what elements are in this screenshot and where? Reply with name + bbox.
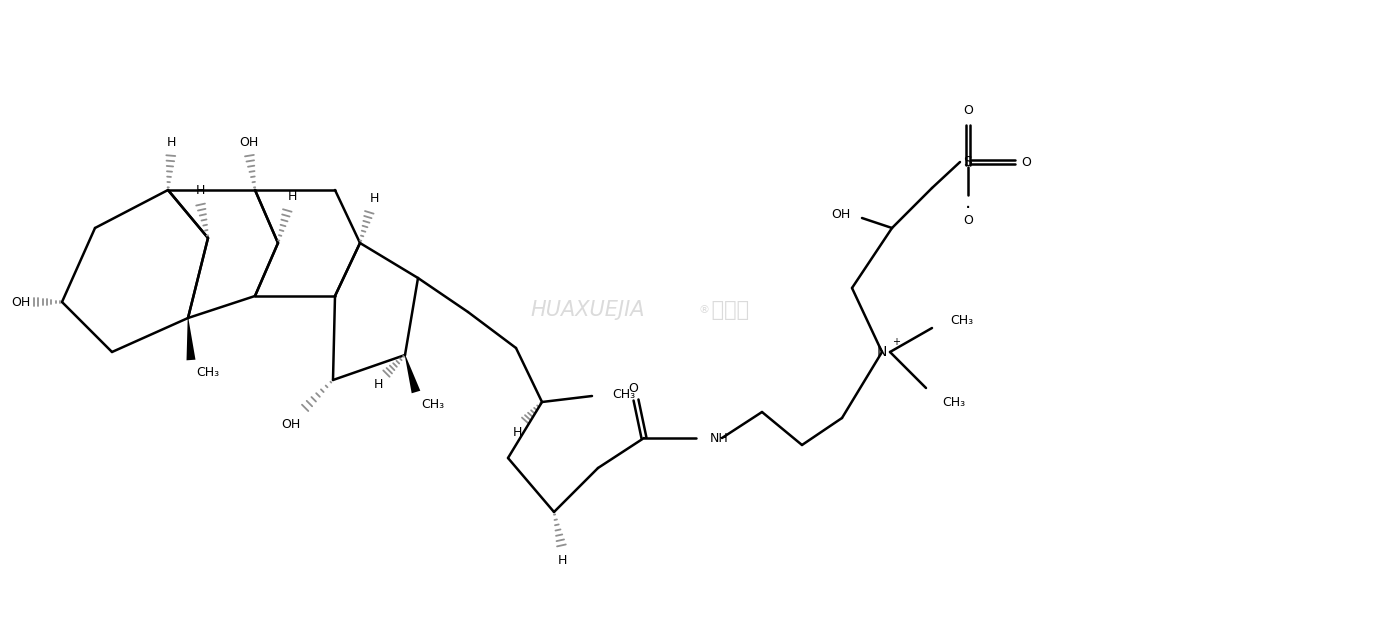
- Text: ®: ®: [698, 305, 710, 315]
- Text: CH₃: CH₃: [942, 396, 965, 409]
- Text: S: S: [963, 155, 973, 169]
- Text: OH: OH: [282, 417, 301, 431]
- Text: OH: OH: [240, 135, 259, 149]
- Text: OH: OH: [11, 296, 31, 308]
- Text: H: H: [513, 426, 521, 439]
- Text: O: O: [1020, 155, 1032, 168]
- Polygon shape: [404, 355, 421, 393]
- Text: ·: ·: [965, 198, 972, 218]
- Text: O: O: [629, 381, 638, 394]
- Text: O: O: [963, 104, 973, 117]
- Text: H: H: [166, 135, 176, 149]
- Text: H: H: [195, 185, 205, 198]
- Text: H: H: [287, 190, 297, 203]
- Text: CH₃: CH₃: [949, 314, 973, 328]
- Text: +: +: [892, 337, 901, 347]
- Text: CH₃: CH₃: [421, 399, 445, 411]
- Text: OH: OH: [831, 208, 850, 220]
- Text: HUAXUEJIA: HUAXUEJIA: [530, 300, 644, 320]
- Text: H: H: [374, 379, 383, 391]
- Text: H: H: [558, 553, 567, 567]
- Text: O: O: [963, 213, 973, 227]
- Text: N: N: [877, 345, 887, 359]
- Text: CH₃: CH₃: [612, 388, 636, 401]
- Text: 化学加: 化学加: [705, 300, 749, 320]
- Text: CH₃: CH₃: [197, 366, 219, 379]
- Polygon shape: [187, 318, 195, 360]
- Text: H: H: [369, 192, 379, 205]
- Text: NH: NH: [710, 432, 729, 444]
